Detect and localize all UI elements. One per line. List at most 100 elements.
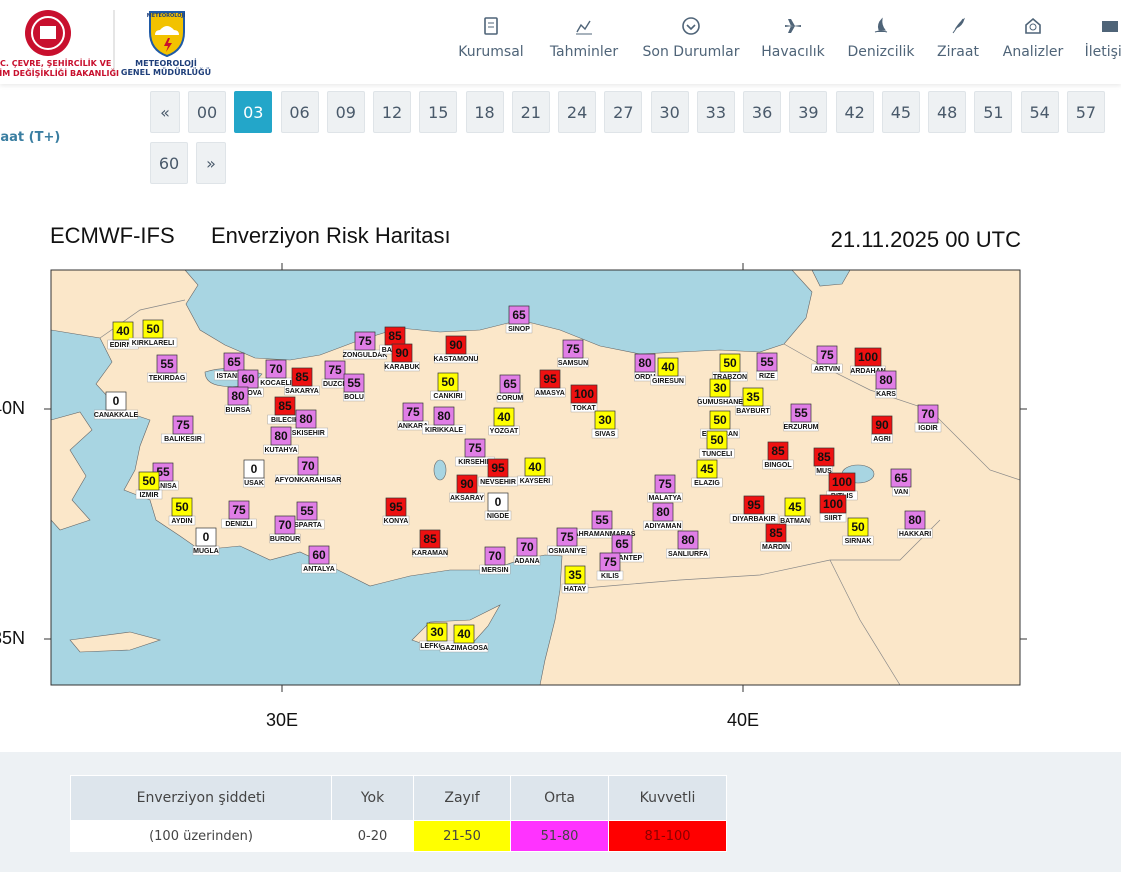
nav-label[interactable]: Analizler [1003, 44, 1063, 60]
station-value: 70 [301, 459, 315, 473]
nav-item[interactable]: Tahminler [534, 0, 634, 60]
legend-table: Enverziyon şiddetiYokZayıfOrtaKuvvetli(1… [70, 775, 727, 852]
station-value: 80 [437, 409, 451, 423]
station-name: GAZIMAGOSA [440, 645, 488, 652]
station-value: 75 [468, 441, 482, 455]
station-value: 80 [879, 373, 893, 387]
nav-label[interactable]: İletişim [1085, 44, 1121, 60]
hour-button[interactable]: 12 [373, 91, 411, 133]
nav-label[interactable]: Havacılık [761, 44, 824, 60]
station-name: AKSARAY [450, 495, 484, 502]
station-value: 0 [495, 495, 502, 509]
station-value: 55 [760, 355, 774, 369]
station-name: YOZGAT [490, 428, 519, 435]
hour-button[interactable]: 51 [974, 91, 1012, 133]
legend-header-row: Enverziyon şiddetiYokZayıfOrtaKuvvetli [71, 776, 727, 821]
nav-icon [574, 16, 594, 36]
station-value: 65 [512, 308, 526, 322]
hour-button[interactable]: 60 [150, 142, 188, 184]
station-name: KIRIKKALE [425, 427, 463, 434]
hour-button[interactable]: 18 [466, 91, 504, 133]
nav-icon [1100, 16, 1120, 36]
legend-header-cell: Yok [332, 776, 414, 821]
hour-button[interactable]: » [196, 142, 226, 184]
station-value: 50 [146, 322, 160, 336]
hour-button[interactable]: 57 [1067, 91, 1105, 133]
station-name: GIRESUN [652, 378, 684, 385]
station-value: 70 [278, 518, 292, 532]
nav-label[interactable]: Son Durumlar [643, 44, 740, 60]
station-name: BALIKESIR [164, 436, 202, 443]
hour-label: Saat (T+) [0, 130, 60, 145]
station-value: 100 [823, 497, 843, 511]
station-value: 40 [116, 324, 130, 338]
station-value: 40 [661, 360, 675, 374]
station-value: 50 [710, 433, 724, 447]
hour-button[interactable]: 24 [558, 91, 596, 133]
station-value: 80 [656, 505, 670, 519]
hour-button[interactable]: 33 [697, 91, 735, 133]
nav-item[interactable]: Kurumsal [441, 0, 541, 60]
station-name: USAK [244, 480, 264, 487]
legend-header-cell: Orta [511, 776, 609, 821]
station-name: MUGLA [193, 548, 219, 555]
hour-button[interactable]: 27 [604, 91, 642, 133]
station-value: 55 [595, 513, 609, 527]
hour-button[interactable]: « [150, 91, 180, 133]
legend-cell: 81-100 [609, 821, 727, 852]
nav-label[interactable]: Denizcilik [848, 44, 915, 60]
station-value: 95 [543, 372, 557, 386]
hour-button[interactable]: 42 [836, 91, 874, 133]
station-name: RIZE [759, 373, 775, 380]
hour-button[interactable]: 09 [327, 91, 365, 133]
hour-button[interactable]: 03 [234, 91, 272, 133]
nav-item[interactable]: Havacılık [743, 0, 843, 60]
hour-button[interactable]: 39 [789, 91, 827, 133]
station-value: 60 [241, 372, 255, 386]
station-name: ANTALYA [303, 566, 335, 573]
hour-button[interactable]: 21 [512, 91, 550, 133]
station-name: CANKIRI [433, 393, 462, 400]
station-value: 35 [746, 390, 760, 404]
lat-label: 35N [0, 628, 25, 648]
hour-button[interactable]: 15 [419, 91, 457, 133]
hour-button[interactable]: 54 [1021, 91, 1059, 133]
nav-label[interactable]: Ziraat [937, 44, 979, 60]
lon-label: 30E [266, 710, 298, 730]
station-name: HATAY [564, 586, 587, 593]
station-value: 80 [299, 412, 313, 426]
station-value: 50 [175, 500, 189, 514]
map: ECMWF-IFSEnverziyon Risk Haritası21.11.2… [0, 195, 1121, 750]
legend-cell: 51-80 [511, 821, 609, 852]
nav-label[interactable]: Kurumsal [458, 44, 523, 60]
station-name: CORUM [497, 395, 524, 402]
nav-item[interactable]: İletişim [1060, 0, 1121, 60]
nav-label[interactable]: Tahminler [550, 44, 618, 60]
station-name: SAMSUN [558, 360, 588, 367]
station-value: 65 [615, 537, 629, 551]
station-value: 85 [817, 450, 831, 464]
mgm-badge: METEOROLOJİ [147, 12, 186, 19]
hour-button[interactable]: 00 [188, 91, 226, 133]
hour-button[interactable]: 36 [743, 91, 781, 133]
station-name: VAN [894, 489, 908, 496]
nav-icon [681, 16, 701, 36]
hour-button[interactable]: 30 [651, 91, 689, 133]
station-value: 85 [771, 444, 785, 458]
station-value: 50 [142, 474, 156, 488]
station-name: SAKARYA [285, 388, 319, 395]
station-value: 45 [700, 462, 714, 476]
station-name: KARABUK [384, 364, 419, 371]
station-value: 75 [328, 363, 342, 377]
station-name: SANLIURFA [668, 551, 708, 558]
station-name: DIYARBAKIR [732, 516, 775, 523]
hour-button[interactable]: 06 [281, 91, 319, 133]
station-value: 55 [160, 357, 174, 371]
station-value: 90 [395, 346, 409, 360]
station-value: 65 [227, 355, 241, 369]
hour-button[interactable]: 48 [928, 91, 966, 133]
station-value: 65 [894, 471, 908, 485]
nav-item[interactable]: Son Durumlar [641, 0, 741, 60]
hour-button[interactable]: 45 [882, 91, 920, 133]
